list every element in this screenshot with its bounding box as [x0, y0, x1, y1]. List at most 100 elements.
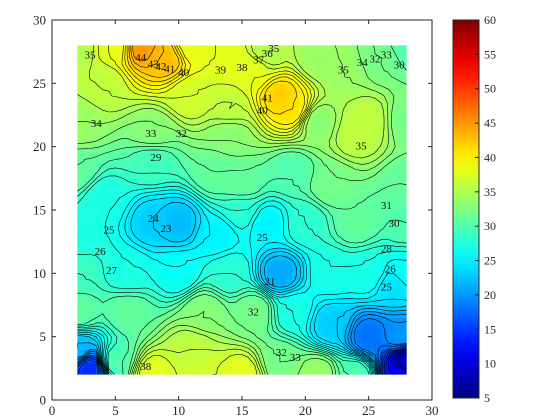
surface-cell	[127, 323, 135, 331]
surface-cell	[381, 317, 388, 325]
surface-cell	[96, 285, 103, 293]
surface-cell	[229, 292, 236, 299]
surface-cell	[102, 317, 110, 325]
surface-cell	[210, 152, 217, 160]
surface-cell	[355, 171, 363, 179]
surface-cell	[368, 254, 376, 261]
surface-cell	[248, 323, 255, 331]
surface-cell	[254, 285, 262, 293]
surface-cell	[368, 222, 376, 230]
surface-cell	[134, 311, 141, 318]
surface-cell	[248, 355, 255, 363]
surface-cell	[362, 83, 369, 90]
surface-cell	[362, 368, 369, 375]
surface-cell	[191, 152, 198, 160]
surface-cell	[336, 133, 344, 141]
surface-cell	[153, 317, 160, 325]
surface-cell	[216, 304, 224, 312]
surface-cell	[153, 285, 160, 293]
surface-cell	[115, 298, 122, 306]
surface-cell	[368, 152, 376, 160]
surface-cell	[355, 70, 363, 78]
surface-cell	[153, 57, 160, 65]
surface-cell	[349, 83, 357, 90]
surface-cell	[121, 102, 129, 109]
surface-cell	[292, 197, 300, 204]
surface-cell	[172, 342, 179, 350]
surface-cell	[89, 241, 97, 249]
surface-cell	[317, 273, 325, 280]
surface-cell	[108, 254, 116, 261]
surface-cell	[77, 171, 84, 179]
surface-cell	[83, 190, 91, 198]
surface-cell	[248, 368, 255, 375]
surface-cell	[140, 285, 148, 293]
surface-cell	[127, 76, 135, 84]
surface-cell	[292, 228, 300, 236]
surface-cell	[279, 45, 287, 52]
surface-cell	[267, 209, 274, 217]
surface-cell	[216, 108, 224, 116]
surface-cell	[400, 228, 407, 236]
surface-cell	[127, 152, 135, 160]
surface-cell	[349, 260, 357, 268]
surface-cell	[324, 76, 331, 84]
surface-cell	[343, 361, 350, 369]
surface-cell	[330, 311, 338, 318]
surface-cell	[191, 330, 198, 337]
surface-cell	[292, 235, 300, 242]
colorbar-tick-label: 5	[484, 391, 490, 405]
contour-path	[77, 45, 407, 375]
surface-cell	[273, 184, 281, 192]
surface-cell	[115, 133, 122, 141]
surface-cell	[191, 146, 198, 154]
surface-cell	[400, 45, 407, 52]
surface-cell	[362, 330, 369, 337]
surface-cell	[153, 159, 160, 166]
surface-cell	[197, 260, 205, 268]
surface-cell	[292, 146, 300, 154]
surface-cell	[324, 266, 331, 274]
surface-cell	[355, 368, 363, 375]
surface-cell	[203, 292, 211, 299]
surface-cell	[153, 83, 160, 90]
surface-cell	[121, 146, 129, 154]
surface-cell	[159, 51, 167, 59]
surface-cell	[140, 64, 148, 71]
surface-cell	[191, 292, 198, 299]
surface-cell	[77, 197, 84, 204]
surface-cell	[184, 216, 192, 223]
surface-cell	[153, 190, 160, 198]
surface-cell	[172, 165, 179, 173]
surface-cell	[330, 165, 338, 173]
surface-cell	[362, 216, 369, 223]
surface-cell	[260, 95, 268, 103]
surface-cell	[362, 64, 369, 71]
surface-cell	[368, 285, 376, 293]
surface-cell	[317, 140, 325, 147]
surface-cell	[260, 273, 268, 280]
surface-cell	[260, 165, 268, 173]
surface-cell	[235, 222, 243, 230]
surface-cell	[311, 368, 319, 375]
surface-cell	[400, 178, 407, 185]
surface-cell	[387, 209, 395, 217]
surface-cell	[210, 361, 217, 369]
surface-cell	[235, 178, 243, 185]
surface-cell	[355, 317, 363, 325]
surface-cell	[393, 222, 401, 230]
surface-cell	[121, 45, 129, 52]
surface-cell	[267, 336, 274, 344]
surface-cell	[172, 83, 179, 90]
surface-cell	[197, 171, 205, 179]
surface-cell	[89, 171, 97, 179]
surface-cell	[172, 279, 179, 287]
surface-cell	[400, 159, 407, 166]
surface-cell	[292, 51, 300, 59]
surface-cell	[298, 342, 306, 350]
surface-cell	[317, 330, 325, 337]
surface-cell	[102, 336, 110, 344]
surface-cell	[172, 222, 179, 230]
surface-cell	[235, 89, 243, 97]
surface-cell	[324, 304, 331, 312]
